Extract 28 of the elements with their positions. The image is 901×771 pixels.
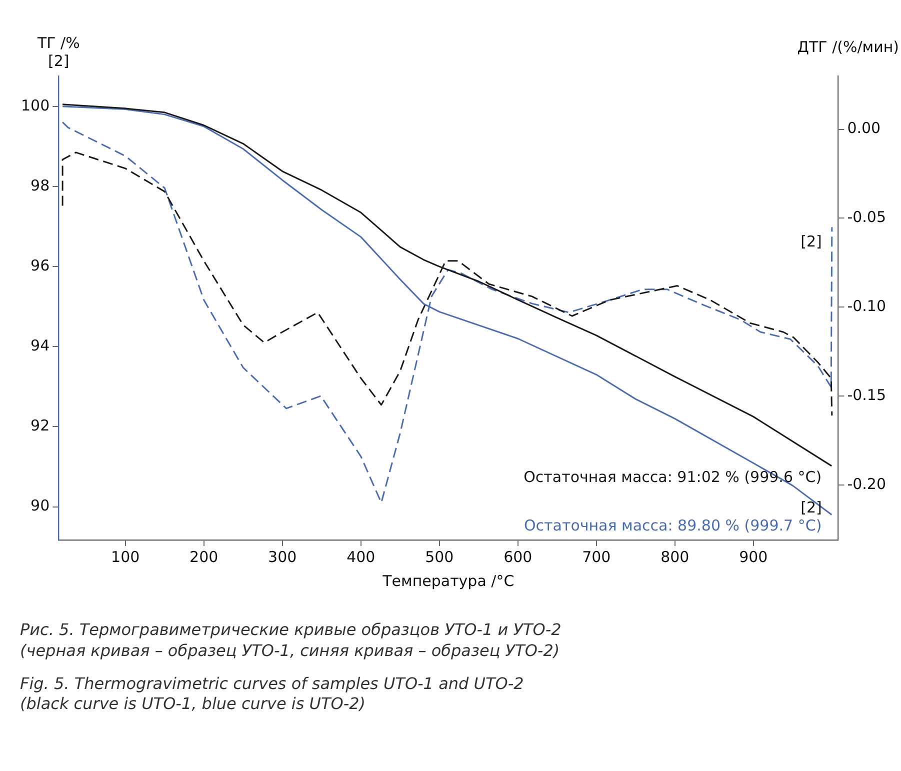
x-tick-label: 300 <box>268 548 297 566</box>
x-tick-label: 400 <box>346 548 376 566</box>
x-tick-label: 600 <box>504 548 532 566</box>
x-tick-label: 200 <box>190 548 218 566</box>
caption: Fig. 5. Thermogravimetric curves of samples UTO-1 and UTO-2 (black curve is UTO-1, blue curve is UTO-2) <box>20 674 525 716</box>
y2-tick-label: -0.15 <box>847 386 886 404</box>
x-tick-label: 700 <box>582 548 611 566</box>
x-tick-label: 100 <box>111 548 140 566</box>
y-tick-label: 96 <box>30 256 50 274</box>
y-axis-title: ТГ /% [2] <box>36 34 80 70</box>
y-tick-label: 92 <box>30 416 50 435</box>
x-tick-label: 900 <box>739 548 768 566</box>
y2-tick-label: -0.10 <box>847 297 886 315</box>
y-tick-label: 98 <box>30 176 50 194</box>
annotation: [2] <box>800 232 822 250</box>
text: Рис. 5. Термогравиметрические кривые образцов УТО-1 и УТО-2 (черная кривая – образец УТО-1, синяя кривая – образец УТО-2) <box>20 620 562 662</box>
y2-axis-title: ДТГ /(%/мин) <box>797 38 899 56</box>
y2-tick-label: 0.00 <box>847 119 881 138</box>
y-tick-label: 94 <box>30 336 50 355</box>
y2-tick-label: -0.05 <box>847 208 886 226</box>
y2-tick-label: -0.20 <box>847 474 886 493</box>
y-tick-label: 100 <box>20 96 50 114</box>
x-axis-title: Температура /°C <box>382 572 514 590</box>
annotation: Остаточная масса: 89.80 % (999.7 °C) <box>524 516 822 535</box>
annotation: [2] <box>800 498 822 517</box>
x-tick-label: 800 <box>660 548 690 566</box>
x-tick-label: 500 <box>425 548 454 566</box>
y-tick-label: 90 <box>30 496 50 515</box>
